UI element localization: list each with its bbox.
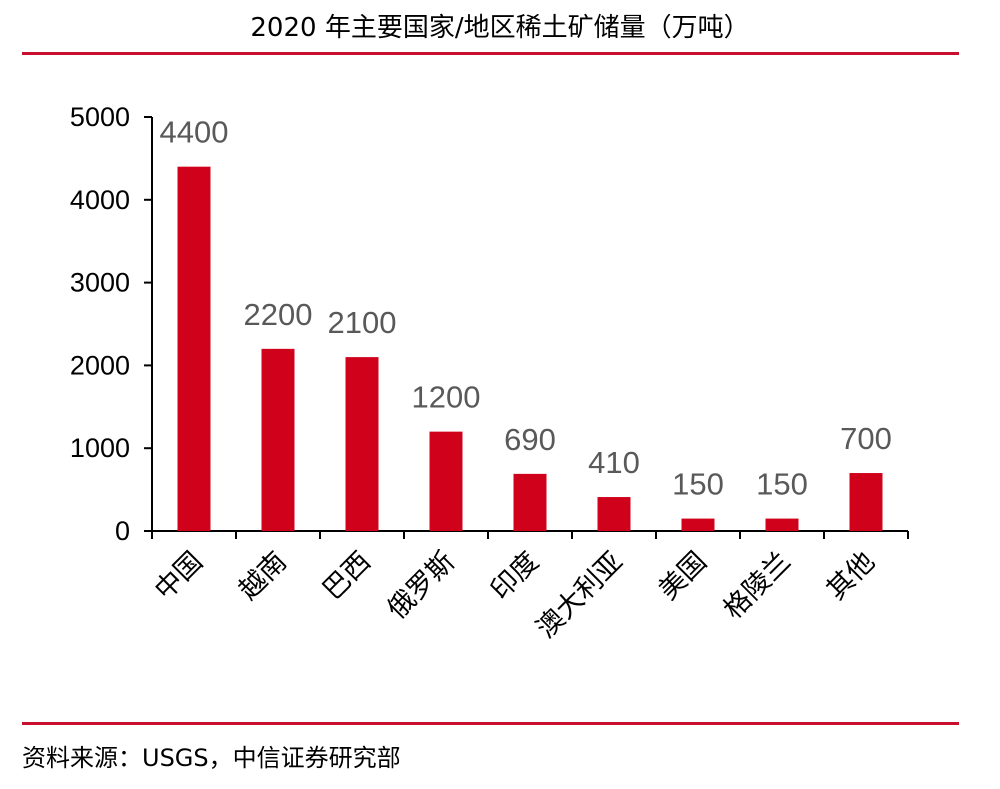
bar bbox=[345, 357, 379, 531]
y-tick-label: 2000 bbox=[70, 350, 130, 380]
x-category-label: 格陵兰 bbox=[718, 546, 797, 625]
y-tick-label: 1000 bbox=[70, 433, 130, 463]
bar-value-label: 2100 bbox=[328, 305, 397, 340]
bar bbox=[513, 473, 547, 531]
bar-value-label: 4400 bbox=[160, 115, 229, 150]
bar-value-label: 410 bbox=[588, 445, 640, 480]
x-category-label: 俄罗斯 bbox=[382, 546, 461, 625]
bar-value-label: 1200 bbox=[412, 380, 481, 415]
bar-value-label: 150 bbox=[756, 467, 808, 502]
bar-value-label: 690 bbox=[504, 422, 556, 457]
bar bbox=[765, 518, 799, 531]
bar-value-label: 150 bbox=[672, 467, 724, 502]
x-category-label: 巴西 bbox=[317, 546, 377, 606]
y-tick-label: 5000 bbox=[70, 102, 130, 132]
bar bbox=[261, 348, 295, 531]
x-category-label: 其他 bbox=[821, 546, 881, 606]
bar bbox=[681, 518, 715, 531]
chart-title: 2020 年主要国家/地区稀土矿储量（万吨） bbox=[250, 13, 750, 43]
bar bbox=[849, 473, 883, 531]
x-category-label: 澳大利亚 bbox=[531, 546, 629, 644]
x-category-label: 印度 bbox=[485, 546, 545, 606]
bar-value-label: 2200 bbox=[244, 297, 313, 332]
y-tick-label: 0 bbox=[115, 516, 130, 546]
bar bbox=[177, 166, 211, 531]
bar bbox=[597, 497, 631, 531]
source-note: 资料来源：USGS，中信证券研究部 bbox=[22, 744, 401, 772]
y-tick-label: 3000 bbox=[70, 268, 130, 298]
bar bbox=[429, 431, 463, 531]
x-category-label: 美国 bbox=[653, 546, 713, 606]
x-category-label: 中国 bbox=[149, 546, 209, 606]
source-divider bbox=[22, 722, 959, 725]
bar-value-label: 700 bbox=[840, 421, 892, 456]
title-divider bbox=[22, 52, 959, 55]
y-tick-label: 4000 bbox=[70, 185, 130, 215]
x-category-label: 越南 bbox=[233, 546, 293, 606]
